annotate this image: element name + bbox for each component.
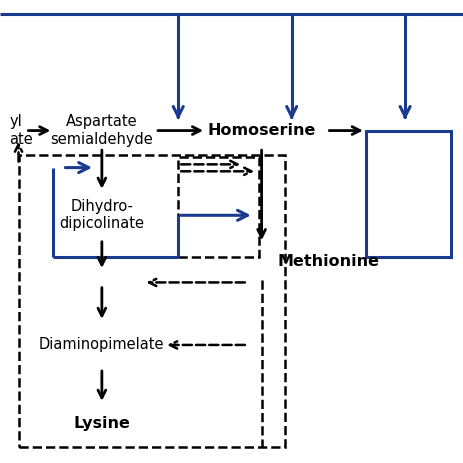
Bar <box>19 155 285 447</box>
Text: yl
ate: yl ate <box>9 114 33 147</box>
Bar <box>178 157 259 257</box>
Text: Dihydro-
dipicolinate: Dihydro- dipicolinate <box>59 199 144 232</box>
Text: Aspartate
semialdehyde: Aspartate semialdehyde <box>50 114 153 147</box>
Bar <box>366 131 451 257</box>
Text: Lysine: Lysine <box>74 416 130 431</box>
Text: Methionine: Methionine <box>278 254 380 269</box>
Text: Homoserine: Homoserine <box>207 123 316 138</box>
Text: Diaminopimelate: Diaminopimelate <box>39 338 165 352</box>
